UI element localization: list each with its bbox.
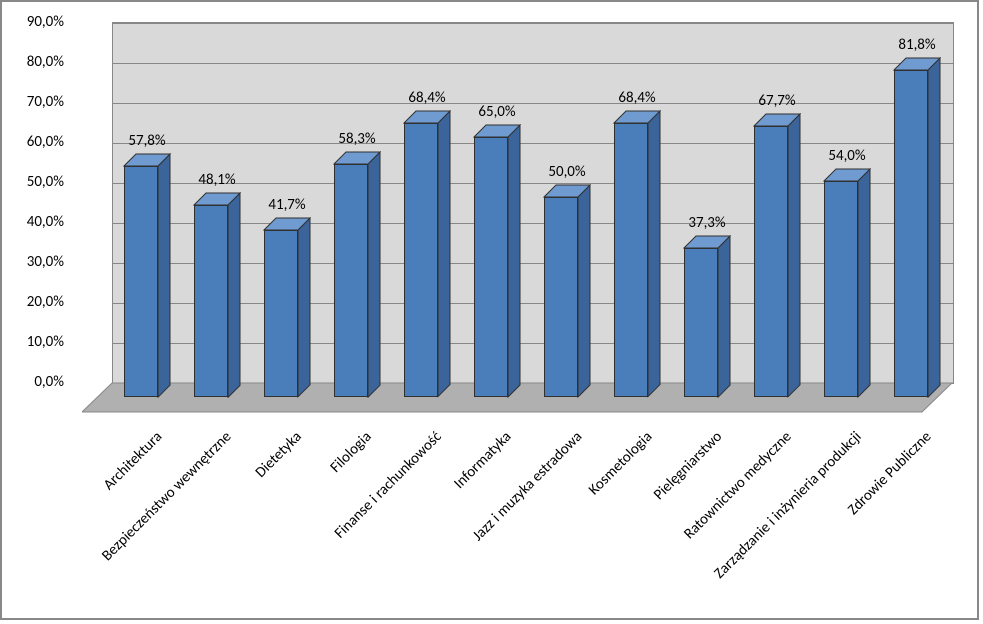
x-tick-label: Bezpieczeństwo wewnętrzne bbox=[99, 428, 236, 565]
bar-top bbox=[403, 110, 451, 124]
bar bbox=[754, 126, 788, 397]
x-axis-labels: ArchitekturaBezpieczeństwo wewnętrzneDie… bbox=[112, 422, 952, 612]
y-axis-labels: 0,0% 10,0% 20,0% 30,0% 40,0% 50,0% 60,0% 70,0% 8… bbox=[2, 22, 72, 422]
x-tick-label: Architektura bbox=[100, 428, 166, 494]
bar-side bbox=[437, 110, 451, 398]
y-tick-label: 80,0% bbox=[4, 53, 64, 71]
bar-value-label: 48,1% bbox=[182, 171, 252, 189]
bar-side bbox=[647, 110, 661, 398]
y-tick-label: 30,0% bbox=[4, 253, 64, 271]
bar-slot: 41,7% bbox=[252, 22, 322, 412]
bar bbox=[614, 123, 648, 397]
bar-side bbox=[857, 168, 871, 398]
bar-value-label: 50,0% bbox=[532, 163, 602, 181]
bars-container: 57,8%48,1%41,7%58,3%68,4%65,0%50,0%68,4%… bbox=[112, 22, 952, 412]
bar-top bbox=[543, 184, 591, 198]
bar-slot: 81,8% bbox=[882, 22, 952, 412]
bar-side bbox=[507, 124, 521, 398]
bar-value-label: 65,0% bbox=[462, 103, 532, 121]
bar-side bbox=[157, 153, 171, 398]
bar bbox=[684, 248, 718, 397]
bar-value-label: 68,4% bbox=[602, 89, 672, 107]
bar-top bbox=[613, 110, 661, 124]
bar-top bbox=[333, 151, 381, 165]
y-tick-label: 10,0% bbox=[4, 333, 64, 351]
bar-slot: 68,4% bbox=[392, 22, 462, 412]
bar-slot: 68,4% bbox=[602, 22, 672, 412]
bar-slot: 65,0% bbox=[462, 22, 532, 412]
bar-top bbox=[473, 124, 521, 138]
chart-frame: 0,0% 10,0% 20,0% 30,0% 40,0% 50,0% 60,0% 70,0% 8… bbox=[0, 0, 979, 620]
y-tick-label: 60,0% bbox=[4, 133, 64, 151]
bar bbox=[894, 70, 928, 397]
bar bbox=[194, 205, 228, 397]
bar-value-label: 81,8% bbox=[882, 36, 952, 54]
bar bbox=[264, 230, 298, 397]
bar-value-label: 54,0% bbox=[812, 147, 882, 165]
x-tick-label: Dietetyka bbox=[252, 428, 306, 482]
y-tick-label: 20,0% bbox=[4, 293, 64, 311]
bar-top bbox=[123, 153, 171, 167]
plot-area: 57,8%48,1%41,7%58,3%68,4%65,0%50,0%68,4%… bbox=[82, 22, 962, 422]
bar-slot: 37,3% bbox=[672, 22, 742, 412]
bar-slot: 54,0% bbox=[812, 22, 882, 412]
x-tick-label: Informatyka bbox=[451, 428, 516, 493]
bar-side bbox=[577, 184, 591, 398]
bar-top bbox=[753, 113, 801, 127]
bar-slot: 57,8% bbox=[112, 22, 182, 412]
bar-value-label: 37,3% bbox=[672, 214, 742, 232]
y-tick-label: 90,0% bbox=[4, 13, 64, 31]
bar-side bbox=[927, 57, 941, 398]
bar bbox=[334, 164, 368, 397]
bar-value-label: 68,4% bbox=[392, 89, 462, 107]
y-tick-label: 50,0% bbox=[4, 173, 64, 191]
bar-side bbox=[297, 217, 311, 398]
bar-value-label: 41,7% bbox=[252, 196, 322, 214]
bar-side bbox=[717, 235, 731, 398]
bar-top bbox=[263, 217, 311, 231]
bar-slot: 48,1% bbox=[182, 22, 252, 412]
bar-side bbox=[367, 151, 381, 398]
bar bbox=[544, 197, 578, 397]
x-tick-label: Zarządzanie i inżynieria produkcji bbox=[711, 428, 866, 583]
y-tick-label: 40,0% bbox=[4, 213, 64, 231]
bar-value-label: 57,8% bbox=[112, 132, 182, 150]
bar-side bbox=[787, 113, 801, 398]
x-tick-label: Kosmetologia bbox=[585, 428, 656, 499]
bar-top bbox=[893, 57, 941, 71]
bar-value-label: 67,7% bbox=[742, 92, 812, 110]
x-tick-label: Pielęgniarstwo bbox=[650, 428, 726, 504]
x-tick-label: Filologia bbox=[327, 428, 376, 477]
bar-side bbox=[227, 192, 241, 398]
y-tick-label: 0,0% bbox=[4, 373, 64, 391]
bar-value-label: 58,3% bbox=[322, 130, 392, 148]
bar-slot: 50,0% bbox=[532, 22, 602, 412]
bar-top bbox=[823, 168, 871, 182]
bar bbox=[124, 166, 158, 397]
y-tick-label: 70,0% bbox=[4, 93, 64, 111]
bar-slot: 58,3% bbox=[322, 22, 392, 412]
bar-top bbox=[193, 192, 241, 206]
bar bbox=[404, 123, 438, 397]
bar bbox=[824, 181, 858, 397]
bar-slot: 67,7% bbox=[742, 22, 812, 412]
bar bbox=[474, 137, 508, 397]
bar-top bbox=[683, 235, 731, 249]
